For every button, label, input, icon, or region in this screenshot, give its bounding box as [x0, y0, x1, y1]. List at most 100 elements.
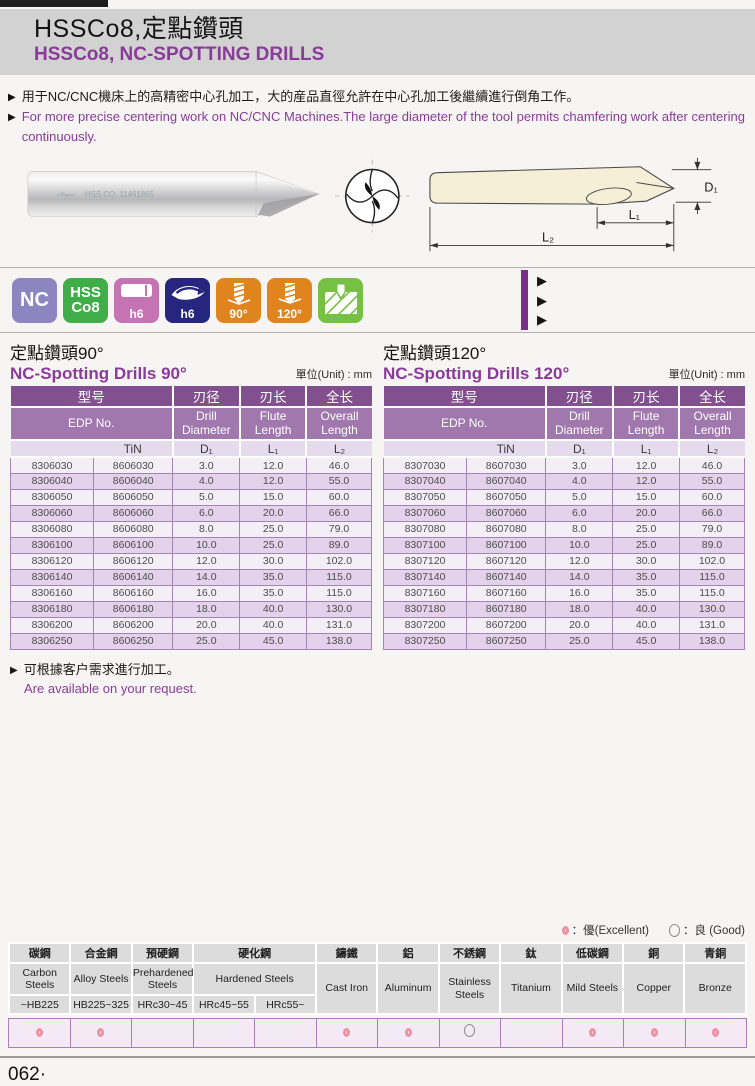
- table-cell: 8606080: [93, 520, 174, 538]
- table-cell: 8307050: [382, 488, 468, 506]
- table-cell: 8607140: [466, 568, 547, 586]
- dimension-drawing: D₁ L₁ L₂: [428, 158, 717, 252]
- footnote: ▶ 可根據客户需求進行加工。 Are available on your req…: [10, 660, 755, 699]
- col-flute-en: Flute Length: [612, 407, 681, 442]
- header-row-zh: 型号 刃径 刃长 全长: [383, 386, 745, 409]
- intro-bullet-en-text: For more precise centering work on NC/CN…: [21, 109, 745, 145]
- table-cell: 8607030: [466, 456, 547, 474]
- table-cell: 25.0: [545, 632, 614, 650]
- material-zh: 鑄鐵: [315, 942, 379, 964]
- table-cell: 102.0: [678, 552, 746, 570]
- table-cell: 8307160: [382, 584, 468, 602]
- table-cell: 8306030: [9, 456, 95, 474]
- table-cell: 25.0: [172, 632, 241, 650]
- rating-cell: [69, 1018, 132, 1048]
- table-row: 8306060 8606060 6.0 20.0 66.0: [9, 504, 373, 522]
- rating-cell: [500, 1018, 563, 1048]
- table-row: 8306250 8606250 25.0 45.0 138.0: [9, 632, 373, 650]
- table-cell: 66.0: [305, 504, 373, 522]
- table-cell: 12.0: [545, 552, 614, 570]
- page-header-banner: HSSCo8,定點鑽頭 HSSCo8, NC-SPOTTING DRILLS: [0, 9, 755, 75]
- table-cell: 8306140: [9, 568, 95, 586]
- excellent-ring-icon: [97, 1028, 105, 1037]
- col-model-en: EDP No.: [10, 407, 174, 442]
- table-cell: 40.0: [612, 616, 680, 634]
- material-zh: 鋁: [376, 942, 440, 964]
- col-model-sub: TiN: [466, 440, 547, 459]
- hardness-range: HRc30~45: [130, 994, 195, 1015]
- table-cell: 16.0: [172, 584, 241, 602]
- table-row: 8306160 8606160 16.0 35.0 115.0: [9, 584, 373, 602]
- material-zh: 硬化鋼: [192, 942, 318, 964]
- divider: [0, 332, 755, 334]
- header-row-sub: TiN D₁ L₁ L₂: [383, 440, 745, 459]
- bullet-arrow-icon: ▶: [8, 112, 16, 124]
- table-cell: 3.0: [545, 456, 614, 474]
- table-cell: 60.0: [678, 488, 746, 506]
- table-cell: 138.0: [305, 632, 373, 650]
- excellent-ring-icon: [35, 1028, 43, 1037]
- table-cell: 8606160: [93, 584, 174, 602]
- table-cell: 8607200: [466, 616, 547, 634]
- col-diameter-zh: 刃径: [172, 386, 241, 409]
- table-cell: 25.0: [612, 520, 680, 538]
- col-overall-sub: L₂: [306, 440, 372, 459]
- table-cell: 45.0: [612, 632, 680, 650]
- table-cell: 35.0: [612, 568, 680, 586]
- table-row: 8307030 8607030 3.0 12.0 46.0: [382, 456, 746, 474]
- material-zh: 合金鋼: [69, 942, 133, 964]
- page-title-en: HSSCo8, NC-SPOTTING DRILLS: [34, 43, 325, 65]
- table-cell: 8606100: [93, 536, 174, 554]
- legend-good: ：良 (Good): [669, 922, 745, 938]
- legend-good-label: ：良 (Good): [683, 925, 745, 937]
- excellent-ring-icon: [343, 1028, 351, 1037]
- table-cell: 138.0: [678, 632, 746, 650]
- table-cell: 6.0: [545, 504, 614, 522]
- table-cell: 115.0: [305, 584, 373, 602]
- table-cell: 8.0: [172, 520, 241, 538]
- table-cell: 12.0: [239, 472, 307, 490]
- table-cell: 46.0: [305, 456, 373, 474]
- drill-tip-icon: [171, 285, 204, 300]
- table-cell: 8307040: [382, 472, 468, 490]
- material-suitability: 碳鋼 合金鋼 預硬鋼 硬化鋼 鑄鐵鋁不銹鋼鈦低碳鋼銅青銅 Carbon Steels All…: [7, 942, 747, 1048]
- material-zh: 預硬鋼: [130, 942, 195, 964]
- table-cell: 131.0: [305, 616, 373, 634]
- table-row: 8306030 8606030 3.0 12.0 46.0: [9, 456, 373, 474]
- table-cell: 8607060: [466, 504, 547, 522]
- badge-nc: NC: [12, 277, 57, 323]
- header-row-en: EDP No. Drill Diameter Flute Length Overall…: [383, 407, 745, 442]
- table-cell: 12.0: [239, 456, 307, 474]
- table-cell: 8307180: [382, 600, 468, 618]
- badge-h6-shank-label: h6: [129, 306, 144, 321]
- spec-tables: 定點鑽頭90° NC-Spotting Drills 90° 單位(Unit) : …: [0, 336, 755, 650]
- table-row: 8307250 8607250 25.0 45.0 138.0: [382, 632, 746, 650]
- drill-table-120: 定點鑽頭120° NC-Spotting Drills 120° 單位(Unit) …: [382, 336, 746, 650]
- table-cell: 14.0: [545, 568, 614, 586]
- divider: [0, 267, 755, 269]
- col-diameter-sub: D₁: [545, 440, 614, 459]
- badge-angle-90: 90°: [216, 277, 261, 323]
- col-blank: [10, 440, 94, 459]
- table-row: 8306180 8606180 18.0 40.0 130.0: [9, 600, 373, 618]
- hardness-range: ~HB225: [7, 994, 72, 1015]
- material-zh: 青銅: [683, 942, 747, 964]
- table-cell: 10.0: [172, 536, 241, 554]
- table-cell: 115.0: [305, 568, 373, 586]
- good-ring-icon: [464, 1024, 476, 1037]
- table-row: 8306040 8606040 4.0 12.0 55.0: [9, 472, 373, 490]
- table-row: 8307120 8607120 12.0 30.0 102.0: [382, 552, 746, 570]
- table-cell: 8606140: [93, 568, 174, 586]
- col-model-en: EDP No.: [383, 407, 547, 442]
- rating-cell: [684, 1018, 747, 1048]
- table-cell: 18.0: [545, 600, 614, 618]
- table-cell: 8306180: [9, 600, 95, 618]
- table-cell: 8606040: [93, 472, 174, 490]
- excellent-ring-icon: [561, 925, 569, 935]
- table-cell: 20.0: [612, 504, 680, 522]
- rating-cell: [623, 1018, 686, 1048]
- table-cell: 8307030: [382, 456, 468, 474]
- material-en: Cast Iron: [315, 962, 379, 1015]
- table-title-en: NC-Spotting Drills 120°: [383, 364, 570, 384]
- table-cell: 8.0: [545, 520, 614, 538]
